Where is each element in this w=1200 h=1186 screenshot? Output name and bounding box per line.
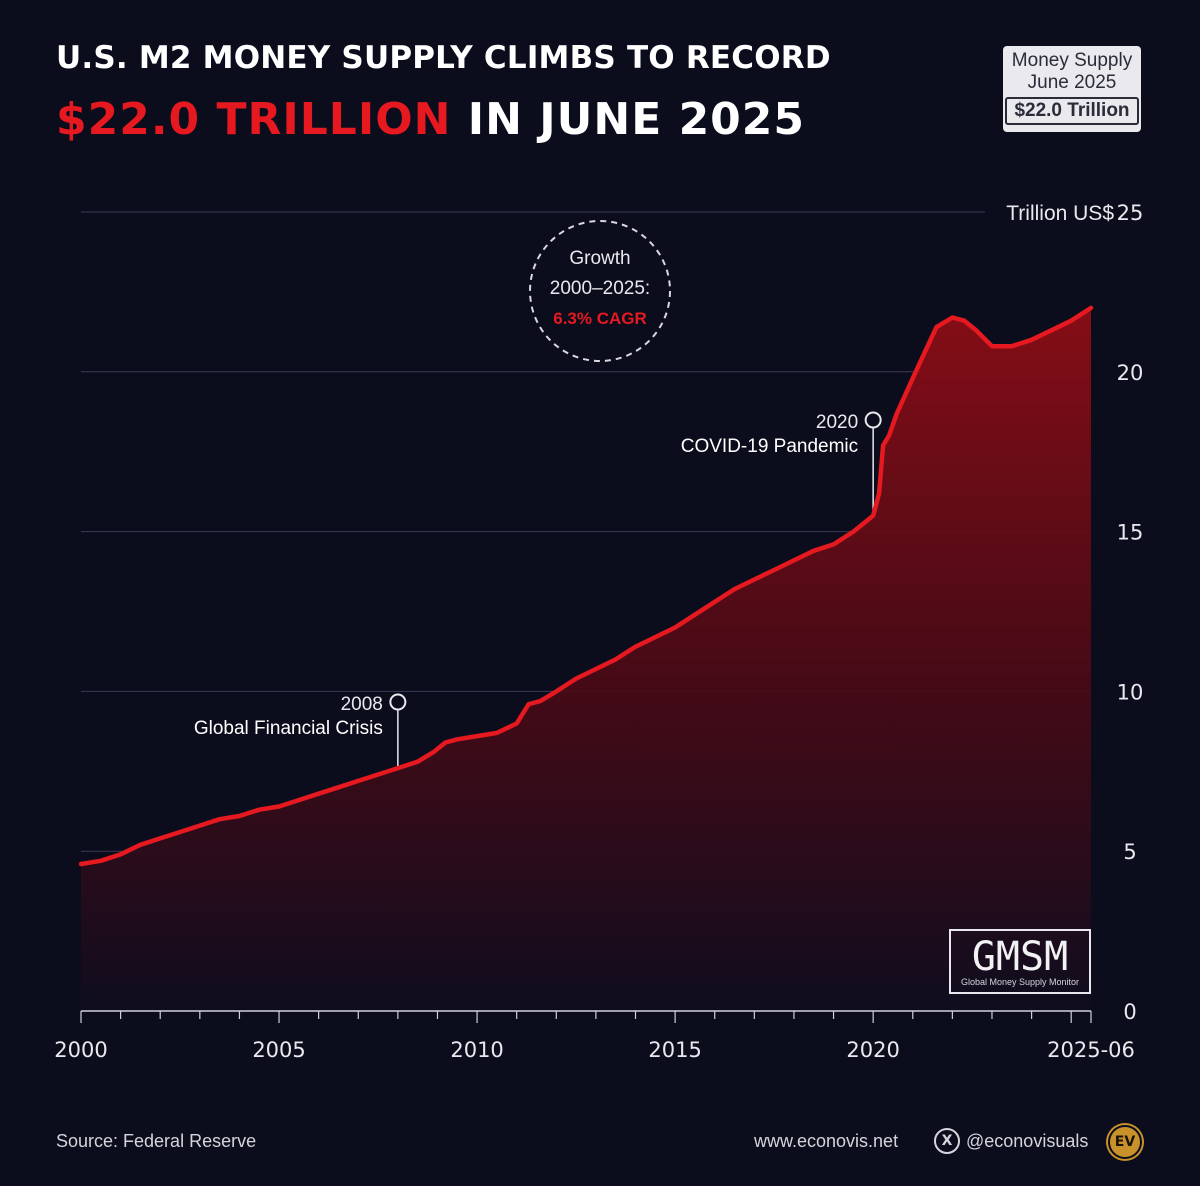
chart-subtitle: $22.0 TRILLION IN JUNE 2025 [56, 94, 805, 145]
y-tick-label: 20 [1117, 361, 1144, 385]
social-handle[interactable]: @econovisuals [966, 1131, 1089, 1151]
x-tick-label: 2020 [846, 1038, 899, 1062]
x-tick-label: 2010 [450, 1038, 503, 1062]
logo-main: GMSM [972, 934, 1068, 980]
series-line-m2 [78, 305, 1094, 867]
growth-badge-circle [529, 220, 671, 362]
x-tick-label: 2025-06 [1047, 1038, 1135, 1062]
website-link[interactable]: www.econovis.net [754, 1131, 899, 1151]
x-logo-icon: X [934, 1128, 960, 1154]
y-axis-label: Trillion US$ [1006, 202, 1114, 225]
badge-line1: Money Supply [1011, 50, 1133, 71]
y-tick-labels: 0 5 10 15 20 25 [1117, 201, 1144, 1024]
y-tick-label: 15 [1117, 521, 1144, 545]
annotation-marker [389, 693, 407, 711]
logo-sub: Global Money Supply Monitor [961, 977, 1079, 987]
badge-value: $22.0 Trillion [1005, 97, 1139, 125]
money-supply-badge: Money Supply June 2025 $22.0 Trillion [1003, 46, 1141, 132]
x-tick-labels: 2000 2005 2010 2015 2020 2025-06 [54, 1038, 1135, 1062]
gmsm-logo: GMSM Global Money Supply Monitor [949, 929, 1091, 994]
x-minor-ticks [80, 1011, 1092, 1023]
subtitle-rest: IN JUNE 2025 [451, 94, 806, 145]
annotation-label: Global Financial Crisis [194, 718, 383, 739]
annotation-year: 2008 [341, 694, 383, 715]
x-tick-label: 2005 [252, 1038, 305, 1062]
y-tick-label: 0 [1123, 1000, 1136, 1024]
growth-badge-line2: 2000–2025: [550, 278, 650, 299]
x-tick-label: 2000 [54, 1038, 107, 1062]
growth-badge-line1: Growth [569, 248, 630, 269]
growth-badge-accent: 6.3% CAGR [553, 309, 647, 328]
x-tick-label: 2015 [648, 1038, 701, 1062]
badge-line2: June 2025 [1027, 72, 1117, 93]
growth-badge: Growth 2000–2025: 6.3% CAGR [529, 220, 671, 362]
annotations: 2008 Global Financial Crisis 2020 COVID-19 … [194, 411, 882, 769]
y-tick-label: 25 [1117, 201, 1144, 225]
subtitle-accent: $22.0 TRILLION [56, 94, 452, 145]
y-tick-label: 5 [1123, 840, 1136, 864]
logo-border [949, 929, 1091, 994]
annotation-marker [864, 411, 882, 429]
area-fill [81, 307, 1091, 1011]
ev-logo-icon: EV [1108, 1125, 1142, 1159]
source-note: Source: Federal Reserve [56, 1131, 257, 1151]
annotation-label: COVID-19 Pandemic [681, 436, 858, 457]
chart-title: U.S. M2 MONEY SUPPLY CLIMBS TO RECORD [56, 40, 831, 76]
y-tick-label: 10 [1117, 680, 1144, 704]
annotation-year: 2020 [816, 412, 858, 433]
